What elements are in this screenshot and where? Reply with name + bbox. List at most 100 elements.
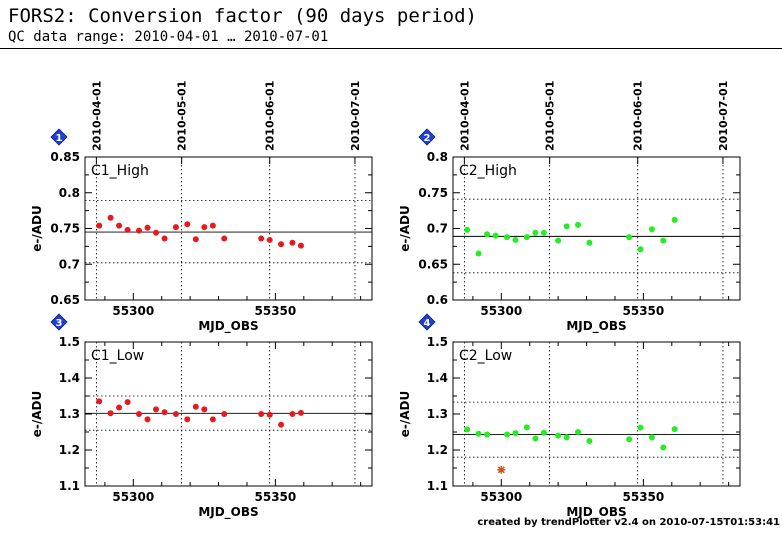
y-axis-label: e-/ADU	[30, 391, 44, 438]
data-point	[648, 434, 655, 441]
data-point	[586, 239, 593, 246]
y-tick-label: 0.7	[427, 222, 448, 236]
data-point	[278, 241, 285, 248]
outlier-stroke	[497, 466, 505, 474]
data-point	[192, 403, 199, 410]
data-point	[144, 224, 151, 231]
data-point	[523, 234, 530, 241]
data-point	[512, 236, 519, 243]
data-point	[172, 224, 179, 231]
data-point	[96, 222, 103, 229]
data-point	[192, 236, 199, 243]
data-point	[297, 242, 304, 249]
x-axis-label: MJD_OBS	[566, 319, 626, 334]
data-point	[266, 236, 273, 243]
data-point	[660, 444, 667, 451]
data-point	[626, 234, 633, 241]
data-point	[201, 406, 208, 413]
data-point	[258, 235, 265, 242]
date-tick-label: 2010-05-01	[176, 81, 189, 151]
date-tick-label: 2010-04-01	[90, 81, 103, 151]
data-point	[555, 432, 562, 439]
data-point	[637, 424, 644, 431]
data-point	[221, 411, 228, 417]
data-point	[135, 227, 142, 234]
y-axis-label: e-/ADU	[398, 205, 412, 252]
x-tick-label: 55350	[255, 490, 297, 504]
y-tick-label: 1.3	[427, 407, 448, 421]
data-point	[484, 231, 491, 238]
x-tick-label: 55300	[480, 490, 522, 504]
data-point	[107, 214, 114, 221]
data-point	[492, 232, 499, 239]
outlier-marker	[497, 465, 506, 474]
badge-diamond	[418, 128, 436, 146]
data-point	[660, 237, 667, 244]
data-point	[96, 398, 103, 405]
data-point	[637, 246, 644, 253]
date-tick-label: 2010-04-01	[458, 81, 471, 151]
page-title: FORS2: Conversion factor (90 days period…	[8, 5, 477, 27]
x-tick-label: 55300	[112, 304, 154, 318]
data-point	[161, 409, 168, 416]
x-tick-label: 55300	[480, 304, 522, 318]
badge-number: 4	[424, 318, 431, 329]
data-point	[153, 229, 160, 236]
panel-label: C1_Low	[91, 348, 144, 364]
y-tick-label: 0.8	[427, 150, 448, 164]
badge-diamond	[50, 128, 68, 146]
y-tick-label: 0.65	[418, 257, 448, 271]
badge-number: 1	[56, 133, 63, 144]
x-axis-label: MJD_OBS	[198, 505, 258, 520]
data-point	[512, 430, 519, 437]
data-point	[503, 234, 510, 241]
y-axis-label: e-/ADU	[398, 391, 412, 438]
data-point	[475, 250, 482, 257]
badge-number: 2	[424, 133, 431, 144]
data-point	[540, 229, 547, 236]
data-point	[184, 221, 191, 228]
data-point	[523, 424, 530, 431]
y-tick-label: 1.5	[427, 335, 448, 349]
data-point	[671, 216, 678, 223]
y-tick-label: 1.4	[59, 371, 80, 385]
data-point	[648, 226, 655, 233]
data-point	[116, 404, 123, 411]
data-point	[266, 411, 273, 418]
data-point	[124, 226, 131, 233]
header-divider	[0, 48, 782, 49]
data-point	[107, 410, 114, 417]
data-point	[503, 431, 510, 438]
y-tick-label: 0.7	[59, 257, 80, 271]
y-tick-label: 1.2	[59, 443, 80, 457]
y-tick-label: 0.75	[418, 186, 448, 200]
y-tick-label: 0.65	[50, 293, 80, 307]
y-tick-label: 1.2	[427, 443, 448, 457]
y-tick-label: 0.8	[59, 186, 80, 200]
data-point	[297, 409, 304, 416]
x-tick-label: 55350	[623, 304, 665, 318]
data-point	[540, 429, 547, 436]
data-point	[184, 416, 191, 423]
y-axis-label: e-/ADU	[30, 205, 44, 252]
footer-credit: created by trendPlotter v2.4 on 2010-07-…	[477, 517, 780, 528]
y-tick-label: 0.75	[50, 222, 80, 236]
data-point	[153, 406, 160, 413]
data-point	[201, 224, 208, 231]
x-tick-label: 55350	[623, 490, 665, 504]
data-point	[555, 237, 562, 244]
data-point	[278, 421, 285, 428]
date-tick-label: 2010-05-01	[544, 81, 557, 151]
y-tick-label: 1.5	[59, 335, 80, 349]
data-point	[172, 411, 179, 417]
x-axis-label: MJD_OBS	[566, 505, 626, 520]
data-point	[161, 235, 168, 242]
data-point	[464, 226, 471, 233]
y-tick-label: 1.3	[59, 407, 80, 421]
x-tick-label: 55300	[112, 490, 154, 504]
data-point	[532, 435, 539, 442]
